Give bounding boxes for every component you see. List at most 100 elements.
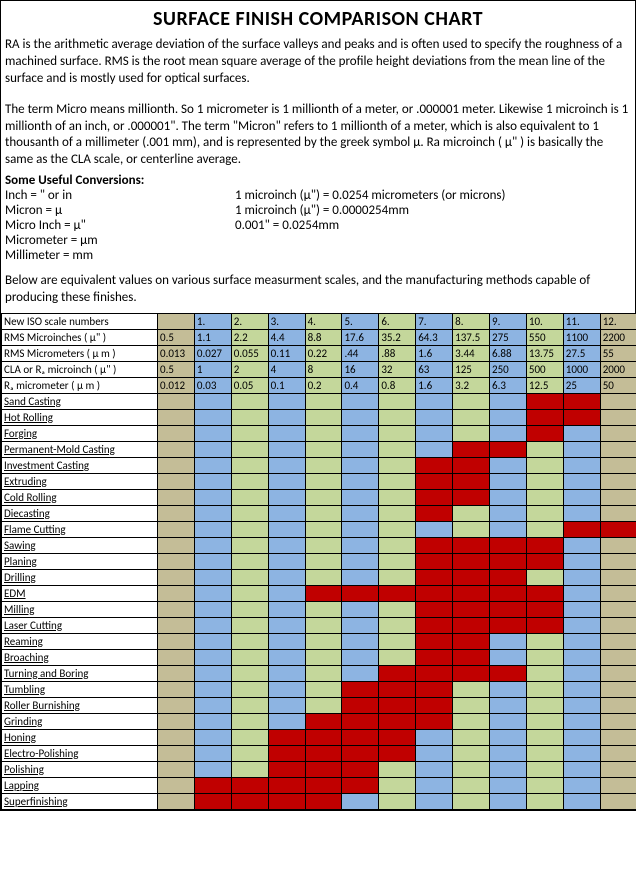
grid-cell — [194, 458, 231, 474]
method-row: Turning and Boring — [2, 666, 636, 682]
grid-cell — [231, 554, 268, 570]
grid-cell — [231, 794, 268, 810]
grid-cell — [526, 698, 563, 714]
grid-cell — [379, 650, 416, 666]
chart-container: SURFACE FINISH COMPARISON CHART RA is th… — [0, 0, 636, 811]
value-cell: 1000 — [563, 362, 600, 378]
method-row: Investment Casting — [2, 458, 636, 474]
value-cell: 35.2 — [379, 330, 416, 346]
grid-cell — [305, 714, 342, 730]
value-cell: 6.3 — [490, 378, 527, 394]
method-label: Sand Casting — [2, 394, 158, 410]
grid-cell — [526, 618, 563, 634]
method-label: Sawing — [2, 538, 158, 554]
grid-cell — [342, 410, 379, 426]
grid-cell — [453, 714, 490, 730]
value-cell: 27.5 — [563, 346, 600, 362]
grid-cell — [342, 538, 379, 554]
grid-cell — [600, 474, 636, 490]
grid-cell — [231, 666, 268, 682]
value-cell: 12.5 — [526, 378, 563, 394]
grid-cell — [305, 570, 342, 586]
grid-cell — [453, 602, 490, 618]
grid-cell — [268, 618, 305, 634]
value-cell: 0.03 — [194, 378, 231, 394]
value-cell: 1.6 — [416, 378, 453, 394]
grid-cell — [490, 602, 527, 618]
method-row: Diecasting — [2, 506, 636, 522]
grid-cell — [268, 442, 305, 458]
value-cell: 25 — [563, 378, 600, 394]
grid-cell — [600, 618, 636, 634]
value-cell: 0.8 — [379, 378, 416, 394]
method-row: Lapping — [2, 778, 636, 794]
row-label: RMS Micrometers ( μ m ) — [2, 346, 158, 362]
grid-cell — [231, 570, 268, 586]
method-row: Grinding — [2, 714, 636, 730]
grid-cell — [490, 618, 527, 634]
grid-cell — [268, 394, 305, 410]
method-row: Milling — [2, 602, 636, 618]
grid-cell — [490, 410, 527, 426]
grid-cell — [194, 682, 231, 698]
grid-cell — [158, 778, 195, 794]
value-cell: 0.1 — [268, 378, 305, 394]
value-cell: 12. — [600, 314, 636, 330]
grid-cell — [453, 634, 490, 650]
grid-cell — [379, 474, 416, 490]
conversion-right — [235, 233, 631, 248]
grid-cell — [194, 634, 231, 650]
page-title: SURFACE FINISH COMPARISON CHART — [1, 1, 635, 35]
grid-cell — [268, 410, 305, 426]
grid-cell — [453, 570, 490, 586]
grid-cell — [563, 698, 600, 714]
grid-cell — [490, 586, 527, 602]
value-cell: 2 — [231, 362, 268, 378]
grid-cell — [600, 490, 636, 506]
grid-cell — [490, 762, 527, 778]
grid-cell — [158, 442, 195, 458]
method-row: Planing — [2, 554, 636, 570]
grid-cell — [305, 586, 342, 602]
grid-cell — [453, 666, 490, 682]
grid-cell — [194, 746, 231, 762]
method-label: Forging — [2, 426, 158, 442]
grid-cell — [416, 554, 453, 570]
grid-cell — [563, 570, 600, 586]
value-cell: 9. — [490, 314, 527, 330]
grid-cell — [379, 794, 416, 810]
grid-cell — [453, 778, 490, 794]
value-cell: 2.2 — [231, 330, 268, 346]
grid-cell — [416, 538, 453, 554]
grid-cell — [526, 778, 563, 794]
grid-cell — [526, 442, 563, 458]
grid-cell — [305, 426, 342, 442]
conversion-left: Micrometer = μm — [5, 233, 235, 248]
grid-cell — [600, 394, 636, 410]
grid-cell — [453, 442, 490, 458]
value-cell: 0.055 — [231, 346, 268, 362]
value-cell: 7. — [416, 314, 453, 330]
grid-cell — [231, 618, 268, 634]
row-label: New ISO scale numbers — [2, 314, 158, 330]
grid-cell — [342, 762, 379, 778]
grid-cell — [158, 682, 195, 698]
grid-cell — [600, 554, 636, 570]
grid-cell — [563, 490, 600, 506]
grid-cell — [416, 458, 453, 474]
grid-cell — [158, 554, 195, 570]
grid-cell — [526, 586, 563, 602]
conversion-row: Millimeter = mm — [1, 248, 635, 263]
grid-cell — [563, 538, 600, 554]
value-cell: 4.4 — [268, 330, 305, 346]
grid-cell — [231, 650, 268, 666]
grid-cell — [453, 410, 490, 426]
grid-cell — [268, 778, 305, 794]
grid-cell — [305, 474, 342, 490]
grid-cell — [526, 410, 563, 426]
value-cell: 0.22 — [305, 346, 342, 362]
intro-para-1: RA is the arithmetic average deviation o… — [1, 35, 635, 90]
grid-cell — [453, 490, 490, 506]
grid-cell — [416, 410, 453, 426]
grid-cell — [379, 522, 416, 538]
